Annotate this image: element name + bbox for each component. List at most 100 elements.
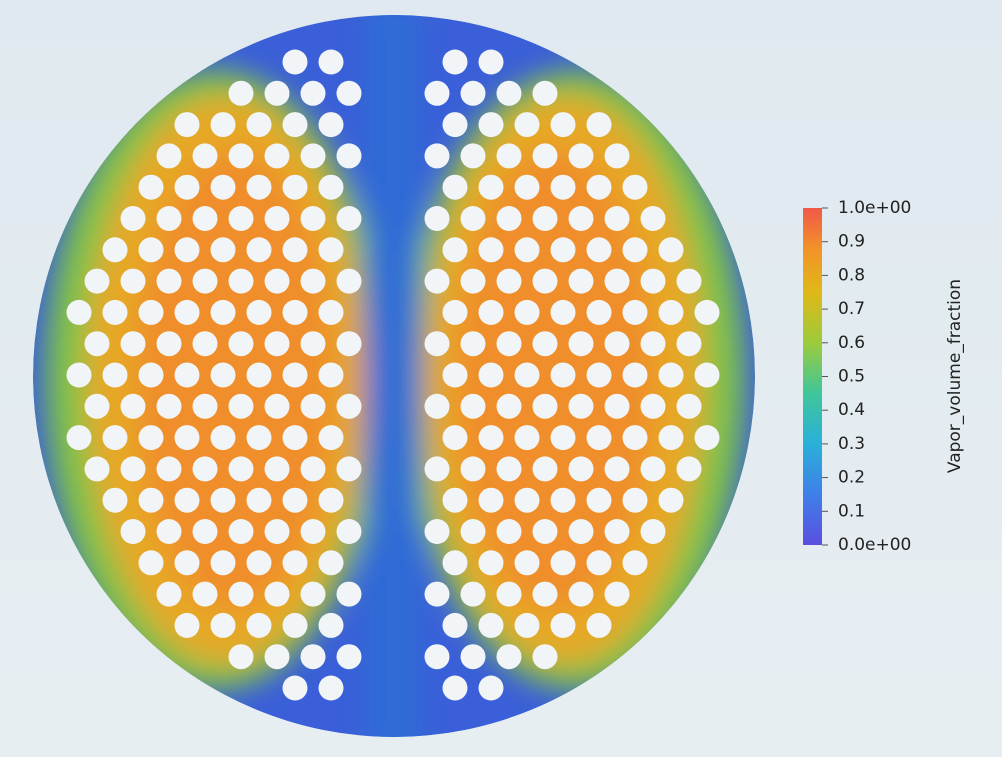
tube [424,456,450,482]
tube [264,644,290,670]
tube [84,456,110,482]
tube [228,331,254,357]
tube [138,174,164,200]
tube [156,393,182,419]
tube [66,299,92,325]
tube [300,331,326,357]
tube [156,206,182,231]
tube [102,487,128,513]
tube [138,487,164,513]
tube [282,675,308,701]
tube [264,393,290,419]
tube [336,581,362,607]
tube [282,362,308,388]
tube [264,581,290,607]
tube [640,268,666,294]
tube [478,49,504,75]
tube [424,331,450,357]
tube [514,237,540,263]
tube [120,331,146,357]
tube [174,237,200,263]
tube [586,299,612,325]
tube [604,268,630,294]
tube [478,550,504,576]
tube [336,268,362,294]
tube [640,206,666,231]
tube [228,393,254,419]
tube [318,49,344,75]
tube [264,519,290,544]
tube [318,237,344,263]
tube-bundle [66,49,720,701]
tube [442,112,468,138]
tube [228,456,254,482]
tube [424,268,450,294]
tube [66,425,92,451]
tube [460,143,486,169]
tube [210,362,236,388]
tube [102,362,128,388]
tube [264,80,290,106]
tube [192,456,218,482]
tube [246,425,272,451]
tube [442,675,468,701]
tube [586,174,612,200]
tube [228,644,254,670]
colorbar-title: Vapor_volume_fraction [945,279,965,473]
tube [282,425,308,451]
colorbar [803,208,822,545]
tube [246,174,272,200]
tube [460,393,486,419]
tube [174,174,200,200]
tube [156,143,182,169]
tube [586,487,612,513]
tube [694,425,720,451]
tube [156,331,182,357]
tube [532,644,558,670]
tube [424,581,450,607]
tube [228,206,254,231]
tube [676,456,702,482]
tube [604,519,630,544]
tube [586,362,612,388]
tube [210,112,236,138]
tube [460,456,486,482]
tube [622,174,648,200]
tube [192,143,218,169]
tube [550,362,576,388]
tube [318,675,344,701]
tube [318,299,344,325]
tube [658,425,684,451]
tube [300,268,326,294]
tube [336,143,362,169]
tube [264,268,290,294]
tube [478,237,504,263]
tube [622,425,648,451]
tube [550,550,576,576]
tube [478,675,504,701]
tube [300,143,326,169]
tube [174,112,200,138]
tube [604,581,630,607]
tube [586,112,612,138]
tube [496,143,522,169]
tube [138,299,164,325]
tube [336,456,362,482]
tube [514,112,540,138]
tube [210,612,236,638]
tube [156,456,182,482]
tube [264,331,290,357]
tube [622,237,648,263]
tube [622,550,648,576]
tube [336,331,362,357]
tube [264,206,290,231]
tube [676,268,702,294]
tube [568,393,594,419]
tube [532,143,558,169]
tube [424,393,450,419]
tube [550,612,576,638]
tube [442,237,468,263]
tube [568,519,594,544]
tube [460,581,486,607]
